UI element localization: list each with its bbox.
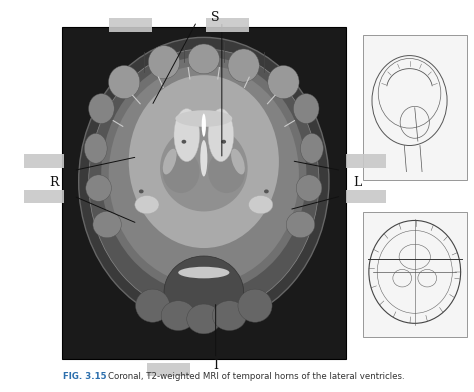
Ellipse shape	[136, 289, 170, 322]
Ellipse shape	[175, 110, 232, 127]
Ellipse shape	[178, 267, 229, 278]
Ellipse shape	[268, 65, 299, 99]
Ellipse shape	[208, 109, 234, 162]
Ellipse shape	[238, 289, 272, 322]
Ellipse shape	[160, 125, 247, 211]
Ellipse shape	[286, 211, 315, 238]
Circle shape	[182, 140, 186, 144]
Ellipse shape	[135, 196, 159, 214]
Ellipse shape	[89, 94, 114, 123]
Ellipse shape	[296, 175, 322, 201]
Ellipse shape	[163, 150, 200, 193]
Ellipse shape	[208, 150, 245, 193]
Ellipse shape	[212, 301, 246, 330]
Ellipse shape	[89, 49, 319, 314]
Ellipse shape	[161, 301, 195, 330]
Ellipse shape	[228, 49, 259, 82]
Ellipse shape	[200, 140, 207, 176]
Ellipse shape	[164, 256, 244, 329]
FancyBboxPatch shape	[62, 27, 346, 359]
Ellipse shape	[188, 44, 219, 74]
Ellipse shape	[231, 149, 245, 174]
FancyBboxPatch shape	[363, 35, 467, 180]
Text: FIG. 3.15: FIG. 3.15	[63, 372, 106, 381]
Text: R: R	[50, 176, 59, 189]
Ellipse shape	[93, 211, 121, 238]
Ellipse shape	[249, 196, 273, 214]
Ellipse shape	[148, 45, 180, 79]
Ellipse shape	[201, 114, 206, 137]
FancyBboxPatch shape	[147, 363, 190, 376]
FancyBboxPatch shape	[363, 212, 467, 337]
FancyBboxPatch shape	[346, 154, 386, 168]
Ellipse shape	[301, 133, 323, 163]
Ellipse shape	[187, 304, 221, 334]
Ellipse shape	[293, 94, 319, 123]
FancyBboxPatch shape	[24, 190, 64, 203]
Ellipse shape	[174, 109, 200, 162]
Text: I: I	[213, 359, 218, 372]
Circle shape	[139, 189, 144, 193]
FancyBboxPatch shape	[24, 154, 64, 168]
Text: S: S	[211, 11, 220, 24]
Ellipse shape	[163, 149, 177, 174]
Ellipse shape	[129, 75, 279, 248]
Ellipse shape	[86, 175, 111, 201]
Ellipse shape	[84, 133, 107, 163]
Text: Coronal, T2-weighted MRI of temporal horns of the lateral ventricles.: Coronal, T2-weighted MRI of temporal hor…	[108, 372, 404, 381]
Ellipse shape	[101, 57, 306, 293]
Ellipse shape	[79, 37, 329, 325]
Circle shape	[264, 189, 269, 193]
FancyBboxPatch shape	[109, 18, 152, 32]
FancyBboxPatch shape	[346, 190, 386, 203]
Text: L: L	[354, 176, 362, 189]
FancyBboxPatch shape	[206, 18, 249, 32]
Ellipse shape	[109, 65, 299, 284]
Circle shape	[221, 140, 226, 144]
Ellipse shape	[109, 65, 140, 99]
